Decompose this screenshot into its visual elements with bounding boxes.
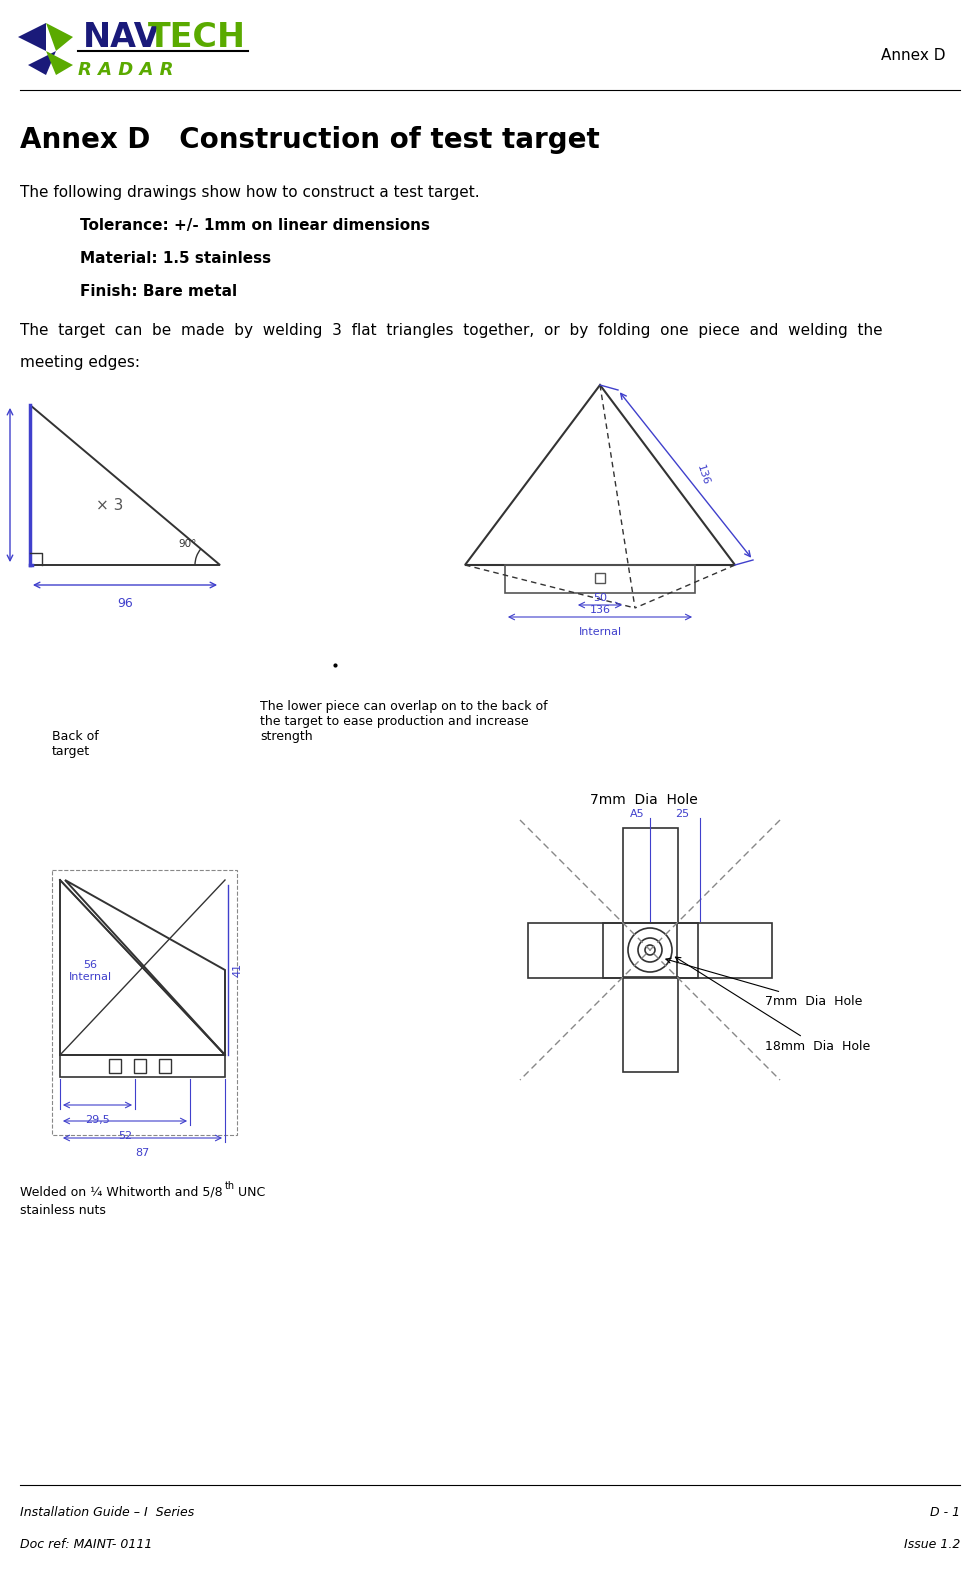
Bar <box>623 977 678 1071</box>
Text: 136: 136 <box>695 464 711 486</box>
Text: The  target  can  be  made  by  welding  3  flat  triangles  together,  or  by  : The target can be made by welding 3 flat… <box>20 322 883 338</box>
Text: 7mm  Dia  Hole: 7mm Dia Hole <box>665 958 862 1008</box>
Text: Internal: Internal <box>69 972 112 982</box>
Text: Material: 1.5 stainless: Material: 1.5 stainless <box>80 251 271 265</box>
Text: Issue 1.2: Issue 1.2 <box>904 1539 960 1551</box>
Text: meeting edges:: meeting edges: <box>20 355 140 369</box>
Bar <box>134 1059 146 1073</box>
Text: stainless nuts: stainless nuts <box>20 1204 106 1217</box>
Text: The lower piece can overlap on to the back of
the target to ease production and : The lower piece can overlap on to the ba… <box>260 701 548 743</box>
Text: 96: 96 <box>118 596 133 611</box>
Text: 29,5: 29,5 <box>84 1116 110 1125</box>
Text: R A D A R: R A D A R <box>78 62 173 79</box>
Polygon shape <box>28 50 56 76</box>
Text: th: th <box>225 1180 235 1191</box>
Bar <box>677 923 772 978</box>
Text: Welded on ¼ Whitworth and 5/8: Welded on ¼ Whitworth and 5/8 <box>20 1185 222 1199</box>
Text: Tolerance: +/- 1mm on linear dimensions: Tolerance: +/- 1mm on linear dimensions <box>80 218 430 232</box>
Text: A5: A5 <box>630 810 645 819</box>
Text: NAV: NAV <box>83 21 161 54</box>
Text: D - 1: D - 1 <box>930 1505 960 1518</box>
Bar <box>595 573 605 582</box>
Text: 87: 87 <box>135 1149 149 1158</box>
Text: 52: 52 <box>118 1131 132 1141</box>
Bar <box>109 1059 121 1073</box>
Text: Back of
target: Back of target <box>52 731 99 757</box>
Text: UNC: UNC <box>234 1185 266 1199</box>
Text: Doc ref: MAINT- 0111: Doc ref: MAINT- 0111 <box>20 1539 152 1551</box>
Text: 56: 56 <box>83 959 97 970</box>
Text: 41: 41 <box>232 963 242 977</box>
Text: 136: 136 <box>590 604 611 615</box>
Text: Finish: Bare metal: Finish: Bare metal <box>80 284 237 298</box>
Text: 25: 25 <box>675 810 689 819</box>
Bar <box>60 1056 225 1078</box>
Bar <box>505 565 695 593</box>
Text: 90°: 90° <box>178 540 196 549</box>
Bar <box>528 923 623 978</box>
Polygon shape <box>18 24 46 50</box>
Bar <box>623 828 678 923</box>
Text: The following drawings show how to construct a test target.: The following drawings show how to const… <box>20 185 479 199</box>
Polygon shape <box>46 24 73 50</box>
Text: TECH: TECH <box>148 21 246 54</box>
Text: 50: 50 <box>593 593 607 603</box>
Text: Annex D: Annex D <box>880 47 945 63</box>
Text: Installation Guide – I  Series: Installation Guide – I Series <box>20 1505 194 1518</box>
Text: 7mm  Dia  Hole: 7mm Dia Hole <box>590 794 698 806</box>
Text: × 3: × 3 <box>96 497 123 513</box>
Text: Internal: Internal <box>578 626 621 638</box>
Polygon shape <box>46 50 73 76</box>
Text: Annex D   Construction of test target: Annex D Construction of test target <box>20 126 600 155</box>
Bar <box>159 1059 171 1073</box>
Bar <box>603 923 698 978</box>
Text: 18mm  Dia  Hole: 18mm Dia Hole <box>675 958 870 1053</box>
Bar <box>52 869 237 1135</box>
